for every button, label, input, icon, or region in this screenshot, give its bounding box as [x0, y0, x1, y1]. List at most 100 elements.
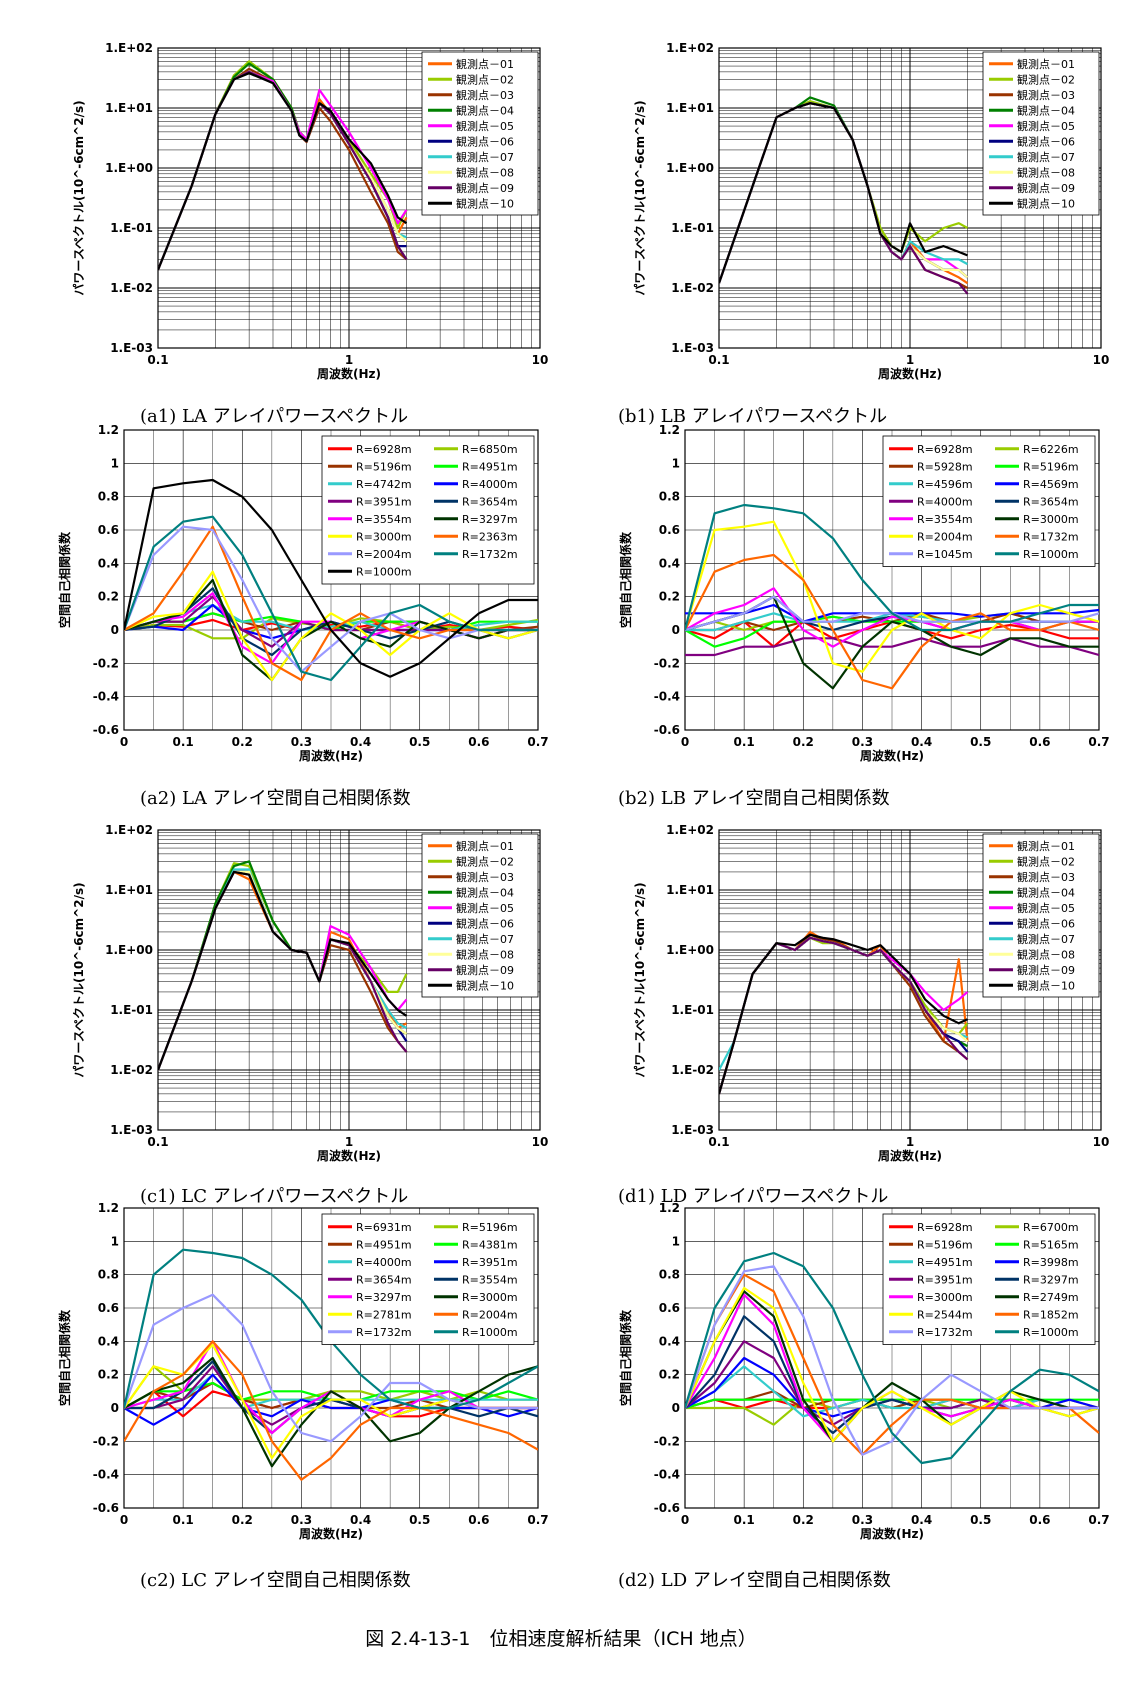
legend-label: 観測点－01 [456, 57, 514, 71]
x-axis-label: 周波数(Hz) [299, 1526, 363, 1541]
x-tick-label: 0.6 [468, 735, 489, 749]
legend-label: R=3000m [356, 530, 412, 543]
series-group [124, 1248, 538, 1481]
y-tick-label: -0.6 [654, 1501, 680, 1515]
x-tick-label: 0.5 [409, 735, 430, 749]
y-tick-label: -0.2 [654, 1434, 680, 1448]
legend-label: R=3554m [917, 513, 973, 526]
y-tick-label: 0 [111, 623, 119, 637]
y-tick-label: 0.2 [659, 1368, 680, 1382]
legend-label: R=4951m [917, 1256, 973, 1269]
x-tick-label: 0.2 [793, 1513, 814, 1527]
legend-label: 観測点－06 [456, 916, 514, 930]
legend-label: R=3554m [356, 513, 412, 526]
legend-label: 観測点－08 [456, 947, 514, 961]
legend-label: 観測点－03 [456, 870, 514, 884]
plot-frame [157, 829, 541, 1131]
series-line [124, 525, 538, 673]
legend-label: 観測点－02 [456, 854, 514, 868]
series-group [685, 503, 1099, 690]
series-line [685, 1286, 1099, 1443]
x-tick-label: 0.1 [708, 353, 729, 367]
legend-label: 観測点－01 [456, 839, 514, 853]
y-tick-label: 0.4 [98, 1334, 119, 1348]
y-axis-label: パワースペクトル(10^-6cm^2/s) [72, 100, 86, 295]
y-axis-label: 空間自己相関係数 [618, 1309, 633, 1406]
panel-a1: 0.1 1 10 1.E-03 1.E-02 1.E-01 1.E+00 1.E+01 1.E+… [0, 30, 561, 400]
legend-label: 観測点－04 [456, 103, 514, 117]
legend-label: R=5165m [1023, 1238, 1079, 1251]
series-line [124, 1373, 538, 1426]
legend-label: R=3951m [917, 1273, 973, 1286]
plot-frame [123, 429, 539, 731]
series-group [719, 96, 969, 295]
y-tick-label: 0 [672, 1401, 680, 1415]
x-tick-label: 0.4 [911, 735, 932, 749]
legend-label: 観測点－10 [456, 196, 514, 210]
x-tick-label: 0 [120, 735, 128, 749]
legend-label: R=1732m [462, 548, 518, 561]
y-tick-label: 1.E+00 [105, 161, 153, 175]
x-tick-label: 0.2 [793, 735, 814, 749]
panel-d1: 0.1 1 10 1.E-03 1.E-02 1.E-01 1.E+00 1.E+01 1.E+… [561, 812, 1122, 1182]
series-line [685, 1251, 1099, 1465]
legend-label: R=4742m [356, 478, 412, 491]
legend-label: R=4000m [917, 495, 973, 508]
legend-label: R=1000m [356, 565, 412, 578]
legend-label: R=4569m [1023, 478, 1079, 491]
x-tick-label: 0 [120, 1513, 128, 1527]
y-tick-label: 1.E+02 [105, 823, 153, 837]
y-tick-label: 0.2 [659, 590, 680, 604]
legend-label: R=6226m [1023, 443, 1079, 456]
legend-label: R=4596m [917, 478, 973, 491]
legend-label: R=6928m [917, 1221, 973, 1234]
x-tick-label: 0.1 [173, 735, 194, 749]
legend-label: 観測点－05 [1017, 119, 1075, 133]
x-tick-label: 0.3 [291, 1513, 312, 1527]
legend: R=6928m R=6226m R=5928m R=5196m R=4596m R=456… [882, 435, 1096, 567]
series-line [124, 570, 538, 682]
legend-label: R=2004m [462, 1308, 518, 1321]
y-tick-label: 0.6 [659, 1301, 680, 1315]
chart-b1: 0.1 1 10 1.E-03 1.E-02 1.E-01 1.E+00 1.E+01 1.E+… [633, 41, 1109, 381]
legend-label: R=6850m [462, 443, 518, 456]
y-tick-label: 1.E+00 [666, 161, 714, 175]
legend-label: 観測点－01 [1017, 839, 1075, 853]
x-axis-label: 周波数(Hz) [317, 1148, 381, 1163]
legend-label: 観測点－10 [1017, 978, 1075, 992]
y-tick-label: 1 [672, 456, 680, 470]
legend-label: 観測点－09 [456, 963, 514, 977]
y-tick-label: 1.E-03 [671, 1123, 714, 1137]
legend-label: R=1000m [1023, 1326, 1079, 1339]
x-tick-label: 0.7 [527, 1513, 548, 1527]
y-tick-label: -0.6 [93, 1501, 119, 1515]
series-line [685, 637, 1099, 657]
legend-label: R=1045m [917, 548, 973, 561]
chart-d2: 0 0.1 0.2 0.3 0.4 0.5 0.6 0.7 -0.6 -0.4 -0.2 0 0.2 0.… [618, 1201, 1110, 1541]
y-tick-label: 1 [111, 1234, 119, 1248]
y-axis-label: パワースペクトル(10^-6cm^2/s) [633, 100, 647, 295]
x-tick-label: 0 [681, 1513, 689, 1527]
y-tick-label: 1 [672, 1234, 680, 1248]
x-tick-label: 0.4 [350, 735, 371, 749]
x-tick-label: 1 [345, 353, 353, 367]
legend-label: 観測点－10 [456, 978, 514, 992]
x-tick-label: 0.6 [1029, 1513, 1050, 1527]
legend-label: R=6928m [917, 443, 973, 456]
legend-label: 観測点－06 [1017, 916, 1075, 930]
y-tick-label: 1.E+02 [666, 823, 714, 837]
x-tick-label: 1 [906, 353, 914, 367]
y-axis-label: パワースペクトル(10^-6cm^2/s) [633, 882, 647, 1077]
legend-label: R=3654m [356, 1273, 412, 1286]
chart-c2: 0 0.1 0.2 0.3 0.4 0.5 0.6 0.7 -0.6 -0.4 -0.2 0 0.2 0.… [57, 1201, 549, 1541]
legend-label: R=4381m [462, 1238, 518, 1251]
y-tick-label: -0.2 [654, 656, 680, 670]
x-tick-label: 10 [532, 1135, 549, 1149]
legend-label: 観測点－02 [1017, 854, 1075, 868]
x-tick-label: 0.1 [147, 353, 168, 367]
y-tick-label: 1.E-03 [671, 341, 714, 355]
plot-frame [684, 429, 1100, 731]
